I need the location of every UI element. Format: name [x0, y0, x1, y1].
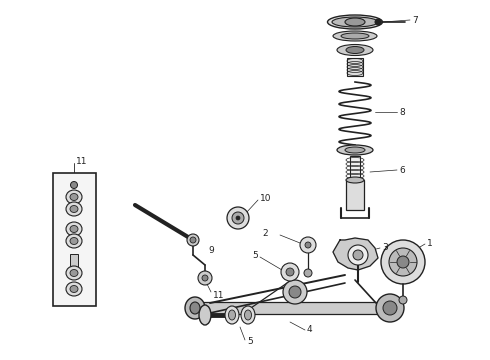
Circle shape — [236, 216, 240, 220]
Ellipse shape — [327, 15, 383, 29]
Ellipse shape — [375, 19, 381, 25]
Circle shape — [389, 248, 417, 276]
Circle shape — [300, 237, 316, 253]
Ellipse shape — [66, 234, 82, 248]
Ellipse shape — [333, 31, 377, 41]
Circle shape — [227, 207, 249, 229]
Ellipse shape — [345, 147, 365, 153]
Circle shape — [286, 268, 294, 276]
Ellipse shape — [66, 222, 82, 236]
Circle shape — [305, 242, 311, 248]
Circle shape — [202, 275, 208, 281]
Text: 4: 4 — [307, 325, 313, 334]
Ellipse shape — [346, 46, 364, 54]
Ellipse shape — [66, 190, 82, 204]
Ellipse shape — [245, 310, 251, 320]
Ellipse shape — [66, 202, 82, 216]
Bar — [350, 156, 360, 184]
Ellipse shape — [225, 306, 239, 324]
Polygon shape — [333, 238, 378, 270]
Text: 5: 5 — [247, 338, 253, 346]
Ellipse shape — [66, 282, 82, 296]
Ellipse shape — [228, 310, 236, 320]
Circle shape — [71, 181, 77, 189]
Text: 3: 3 — [382, 243, 388, 252]
Ellipse shape — [70, 194, 78, 201]
Circle shape — [383, 301, 397, 315]
Text: 11: 11 — [76, 157, 88, 166]
Circle shape — [281, 263, 299, 281]
Ellipse shape — [341, 33, 369, 39]
Ellipse shape — [66, 266, 82, 280]
Text: 9: 9 — [208, 246, 214, 255]
Ellipse shape — [70, 270, 78, 276]
Ellipse shape — [337, 45, 373, 55]
Circle shape — [399, 296, 407, 304]
Circle shape — [289, 286, 301, 298]
Bar — [346, 180, 364, 210]
Ellipse shape — [241, 306, 255, 324]
Text: 1: 1 — [427, 239, 433, 248]
Ellipse shape — [337, 145, 373, 155]
Circle shape — [381, 240, 425, 284]
Text: 7: 7 — [412, 15, 418, 24]
Ellipse shape — [190, 302, 200, 314]
Ellipse shape — [199, 305, 211, 325]
Text: 2: 2 — [262, 229, 268, 238]
Ellipse shape — [70, 238, 78, 244]
Text: 8: 8 — [399, 108, 405, 117]
Ellipse shape — [70, 285, 78, 292]
Ellipse shape — [185, 297, 205, 319]
Ellipse shape — [345, 18, 365, 26]
Circle shape — [348, 245, 368, 265]
Bar — [70, 254, 78, 268]
Ellipse shape — [70, 206, 78, 212]
Circle shape — [190, 237, 196, 243]
Bar — [53, 173, 96, 306]
Circle shape — [198, 271, 212, 285]
Circle shape — [232, 212, 244, 224]
Circle shape — [283, 280, 307, 304]
Circle shape — [376, 294, 404, 322]
Text: 11: 11 — [213, 291, 224, 300]
Text: 5: 5 — [252, 252, 258, 261]
Text: 6: 6 — [399, 166, 405, 175]
Ellipse shape — [70, 225, 78, 233]
Circle shape — [353, 250, 363, 260]
Ellipse shape — [332, 17, 378, 27]
Circle shape — [397, 256, 409, 268]
Text: 10: 10 — [260, 194, 271, 202]
Ellipse shape — [346, 177, 364, 183]
Circle shape — [187, 234, 199, 246]
Circle shape — [304, 269, 312, 277]
Bar — [347, 58, 363, 76]
Bar — [195, 302, 390, 314]
